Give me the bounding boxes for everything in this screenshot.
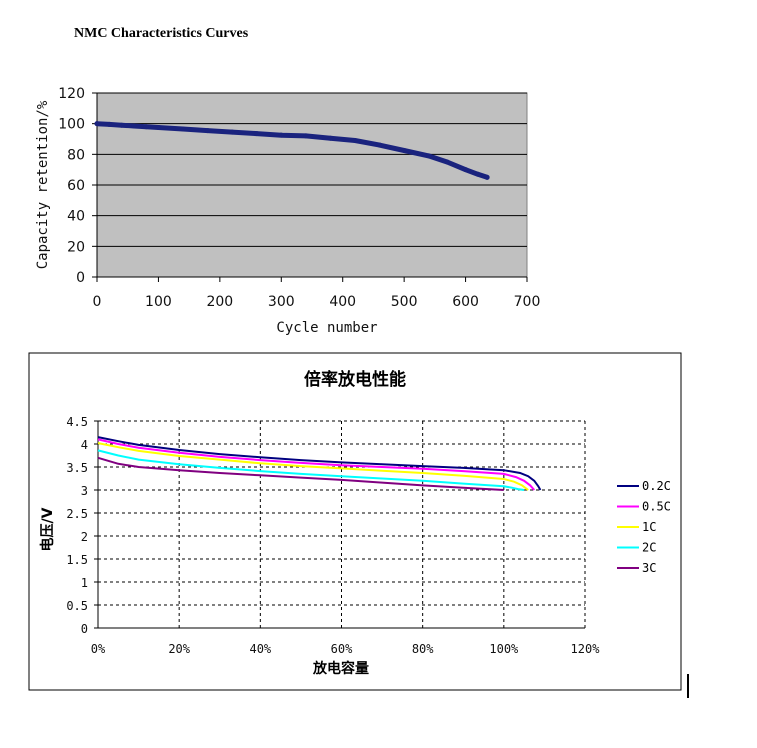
- series-line-0.2C: [97, 436, 542, 491]
- x-tick-label: 500: [391, 294, 418, 310]
- data-point: [143, 124, 149, 130]
- data-point: [254, 131, 260, 137]
- y-tick-label: 120: [58, 86, 85, 102]
- data-point: [205, 128, 211, 134]
- x-tick-label: 700: [514, 294, 541, 310]
- x-tick-label: 80%: [412, 642, 434, 656]
- data-point: [106, 121, 112, 127]
- data-point: [475, 171, 481, 177]
- chart-frame: [28, 352, 682, 691]
- y-tick-label: 0: [81, 622, 88, 636]
- y-tick-label: 0.5: [66, 599, 88, 613]
- legend-label: 2C: [642, 541, 656, 555]
- y-tick-label: 4.5: [66, 415, 88, 429]
- x-tick-label: 20%: [168, 642, 190, 656]
- text-cursor: [687, 674, 689, 698]
- y-tick-label: 60: [67, 178, 85, 194]
- data-point: [119, 122, 125, 128]
- series-line-1C: [97, 442, 529, 491]
- y-tick-label: 20: [67, 239, 85, 255]
- x-axis-label: Cycle number: [276, 320, 377, 336]
- x-tick-label: 100: [145, 294, 172, 310]
- y-tick-label: 2.5: [66, 507, 88, 521]
- x-tick-label: 40%: [249, 642, 271, 656]
- data-point: [278, 132, 284, 138]
- y-axis-label: Capacity retention/%: [35, 100, 51, 269]
- data-point: [94, 121, 100, 127]
- y-tick-label: 0: [76, 270, 85, 286]
- legend-label: 1C: [642, 520, 656, 534]
- data-point: [426, 153, 432, 159]
- data-point: [444, 159, 450, 165]
- data-point: [180, 126, 186, 132]
- y-tick-label: 80: [67, 147, 85, 163]
- series-line-0.5C: [97, 438, 536, 491]
- x-tick-label: 300: [268, 294, 295, 310]
- x-tick-label: 400: [329, 294, 356, 310]
- x-axis-label: 放电容量: [312, 660, 369, 677]
- series-line-3C: [97, 456, 504, 491]
- y-tick-label: 1: [81, 576, 88, 590]
- x-tick-label: 0: [93, 294, 102, 310]
- data-point: [352, 138, 358, 144]
- x-tick-label: 100%: [489, 642, 519, 656]
- legend-label: 0.2C: [642, 479, 671, 493]
- x-tick-label: 60%: [331, 642, 353, 656]
- legend-label: 3C: [642, 561, 656, 575]
- series-line-2C: [97, 449, 525, 491]
- y-tick-label: 4: [81, 438, 88, 452]
- x-tick-label: 120%: [571, 642, 601, 656]
- y-tick-label: 100: [58, 117, 85, 133]
- x-tick-label: 0%: [91, 642, 106, 656]
- capacity-retention-chart: 0 20 40 60 80 100 120 0 100 200 300 400 500 600 700 Cyc…: [35, 86, 541, 336]
- data-point: [131, 123, 137, 129]
- data-point: [155, 125, 161, 130]
- y-tick-label: 40: [67, 209, 85, 225]
- y-tick-label: 3: [81, 484, 88, 498]
- data-point: [401, 148, 407, 153]
- data-point: [229, 129, 235, 135]
- x-tick-label: 200: [206, 294, 233, 310]
- data-point: [303, 133, 309, 139]
- page-title: NMC Characteristics Curves: [74, 26, 249, 41]
- y-tick-label: 2: [81, 530, 88, 544]
- data-point: [327, 135, 333, 141]
- y-axis-label: 电压/V: [39, 507, 56, 551]
- chart-title: 倍率放电性能: [304, 369, 406, 390]
- data-point: [377, 142, 383, 148]
- y-tick-label: 3.5: [66, 461, 88, 475]
- data-point: [484, 174, 490, 180]
- data-point: [463, 167, 469, 173]
- y-tick-label: 1.5: [66, 553, 88, 567]
- x-tick-label: 600: [452, 294, 479, 310]
- legend-label: 0.5C: [642, 500, 671, 514]
